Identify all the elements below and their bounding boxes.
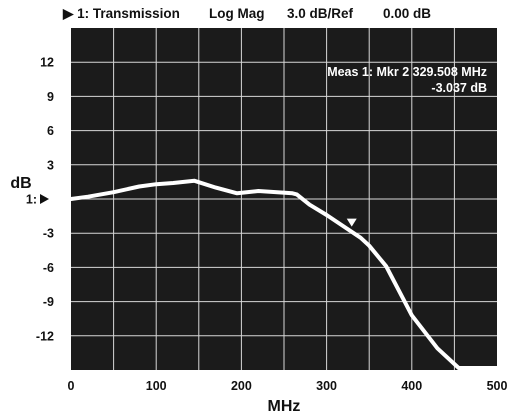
x-tick-label: 200 bbox=[231, 379, 252, 393]
format-label: Log Mag bbox=[209, 6, 265, 21]
y-tick-label: 3 bbox=[47, 158, 54, 172]
x-tick-labels: 0 100 200 300 400 500 bbox=[68, 379, 508, 393]
ref-arrow-icon bbox=[40, 194, 49, 204]
marker-readout-frequency: Meas 1: Mkr 2 329.508 MHz bbox=[327, 65, 487, 79]
y-tick-label: 6 bbox=[47, 124, 54, 138]
x-tick-label: 100 bbox=[146, 379, 167, 393]
y-tick-labels: 12 9 6 3 1: -3 -6 -9 -12 bbox=[26, 56, 54, 344]
y-tick-label: 9 bbox=[47, 90, 54, 104]
y-tick-label: 1: bbox=[26, 193, 37, 207]
marker-readout-value: -3.037 dB bbox=[431, 81, 487, 95]
y-tick-label: 12 bbox=[40, 56, 54, 70]
reference-label: 0.00 dB bbox=[383, 6, 432, 21]
x-tick-label: 400 bbox=[401, 379, 422, 393]
x-tick-label: 500 bbox=[487, 379, 508, 393]
scale-label: 3.0 dB/Ref bbox=[287, 6, 354, 21]
series-line bbox=[69, 178, 499, 370]
channel-label: ▶ 1: Transmission bbox=[63, 6, 180, 21]
y-tick-label: -12 bbox=[36, 329, 54, 343]
x-axis-label: MHz bbox=[268, 398, 301, 415]
x-tick-label: 300 bbox=[316, 379, 337, 393]
y-tick-label: -9 bbox=[43, 295, 54, 309]
x-tick-label: 0 bbox=[68, 379, 75, 393]
marker-triangle-icon bbox=[346, 218, 357, 227]
channel-header: ▶ 1: Transmission Log Mag 3.0 dB/Ref 0.0… bbox=[63, 6, 503, 24]
y-tick-label: -6 bbox=[43, 261, 54, 275]
y-tick-label: -3 bbox=[43, 227, 54, 241]
y-axis-label: dB bbox=[10, 175, 31, 192]
